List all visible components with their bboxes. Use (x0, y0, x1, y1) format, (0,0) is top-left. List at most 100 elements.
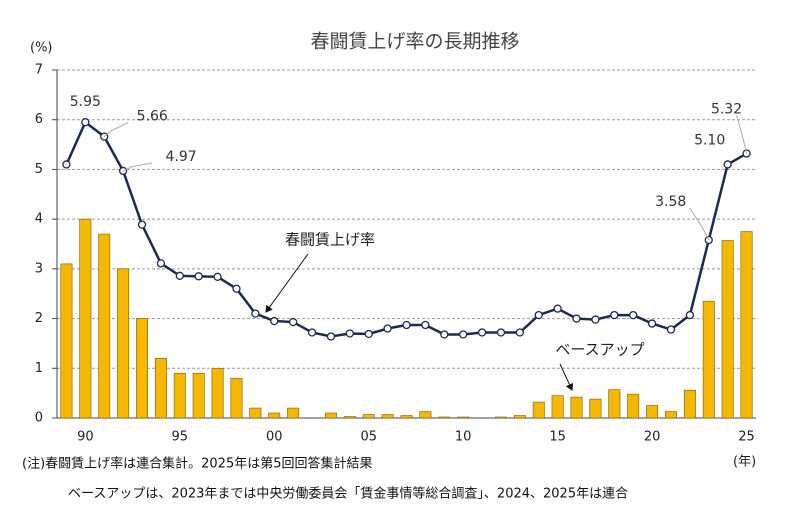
bar (551, 395, 564, 419)
bar (98, 233, 111, 419)
marker (421, 320, 430, 330)
bar (608, 389, 621, 419)
bar (683, 389, 696, 419)
bar (494, 416, 507, 419)
y-tick-label: 0 (35, 411, 43, 426)
marker (213, 272, 222, 281)
marker (591, 315, 600, 324)
bar (287, 407, 300, 419)
chart-title: 春闘賃上げ率の長期推移 (310, 31, 519, 53)
data-label: 4.97 (166, 149, 197, 165)
x-tick-label: 15 (549, 430, 566, 445)
series-label: 春闘賃上げ率 (285, 231, 375, 249)
bar (381, 414, 394, 419)
bar (117, 268, 130, 419)
marker (307, 328, 317, 337)
x-tick-label: 00 (266, 430, 283, 445)
bar (249, 407, 262, 419)
bar (230, 377, 243, 419)
bar (419, 411, 432, 419)
marker (553, 304, 562, 313)
x-tick-label: 25 (738, 430, 755, 445)
bar (740, 231, 753, 419)
x-tick-label: 90 (77, 430, 94, 445)
y-tick-label: 2 (35, 311, 43, 326)
data-label: 5.95 (70, 94, 101, 110)
bar (589, 398, 602, 419)
data-label: 5.32 (711, 102, 742, 118)
y-tick-label: 6 (35, 112, 43, 127)
marker (534, 310, 543, 320)
bar (702, 300, 715, 419)
marker (156, 259, 166, 268)
marker (364, 329, 373, 339)
marker (572, 314, 581, 323)
marker (402, 320, 411, 330)
bar (343, 416, 356, 419)
bar (136, 318, 148, 419)
marker (232, 284, 241, 293)
note: ベースアップは、2023年までは中央労働委員会「賃金事情等総合調査」、2024、… (68, 486, 628, 502)
leader-line (689, 207, 710, 241)
y-unit: (%) (30, 41, 53, 56)
marker (288, 317, 298, 327)
series-label: ベースアップ (555, 341, 644, 359)
y-tick-label: 4 (35, 212, 43, 227)
note: (注)春闘賃上げ率は連合集計。2025年は第5回回答集計結果 (22, 456, 373, 472)
bar (60, 263, 73, 419)
bar (192, 372, 205, 419)
bar (532, 401, 545, 419)
marker (194, 272, 203, 281)
bar (721, 240, 734, 419)
data-label: 5.10 (694, 132, 725, 148)
bar (268, 412, 281, 419)
bar (513, 415, 526, 419)
marker (610, 310, 619, 320)
arrow (559, 363, 574, 391)
bar (438, 416, 451, 419)
data-label: 5.66 (137, 109, 168, 125)
marker (723, 160, 732, 169)
marker (685, 310, 695, 320)
bar (79, 218, 92, 419)
x-tick-label: 05 (360, 430, 377, 445)
marker (440, 330, 449, 339)
marker (459, 330, 468, 339)
bar (665, 411, 677, 419)
bar (211, 367, 224, 419)
x-tick-label: 10 (455, 430, 472, 445)
x-tick-label: 20 (644, 430, 661, 445)
marker (175, 271, 184, 280)
y-tick-label: 5 (35, 162, 43, 177)
marker (629, 310, 638, 320)
bar (457, 416, 470, 419)
x-tick-label: 95 (172, 430, 189, 445)
marker (383, 324, 392, 333)
bar (400, 415, 413, 419)
x-unit: (年) (733, 455, 756, 470)
arrow (265, 253, 309, 313)
marker (326, 332, 336, 341)
y-tick-label: 3 (35, 261, 43, 276)
leader-line (736, 115, 748, 154)
marker (137, 220, 147, 229)
data-label: 3.58 (655, 194, 686, 210)
marker (496, 328, 506, 337)
marker (270, 316, 279, 326)
marker (666, 325, 676, 334)
y-tick-label: 1 (35, 361, 43, 376)
marker (62, 160, 71, 169)
bar (154, 358, 167, 419)
marker (647, 319, 657, 328)
marker (477, 328, 487, 337)
leader-line (122, 162, 153, 172)
bar (646, 405, 659, 419)
bar (627, 393, 640, 419)
bar (173, 372, 186, 419)
leader-line (103, 122, 129, 138)
marker (251, 309, 260, 318)
bar (362, 414, 375, 419)
marker (345, 329, 354, 338)
bar (324, 412, 337, 419)
